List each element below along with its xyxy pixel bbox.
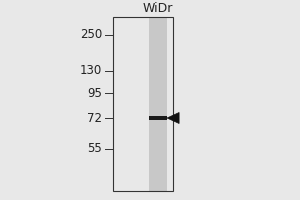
Text: 72: 72 (87, 112, 102, 124)
Text: 130: 130 (80, 64, 102, 77)
Text: 95: 95 (87, 87, 102, 100)
Text: 55: 55 (87, 142, 102, 156)
Bar (148, 17, 166, 191)
Polygon shape (167, 112, 179, 123)
Bar (112, 17, 172, 191)
Bar (148, 116, 166, 120)
Text: WiDr: WiDr (142, 2, 173, 15)
Text: 250: 250 (80, 28, 102, 42)
